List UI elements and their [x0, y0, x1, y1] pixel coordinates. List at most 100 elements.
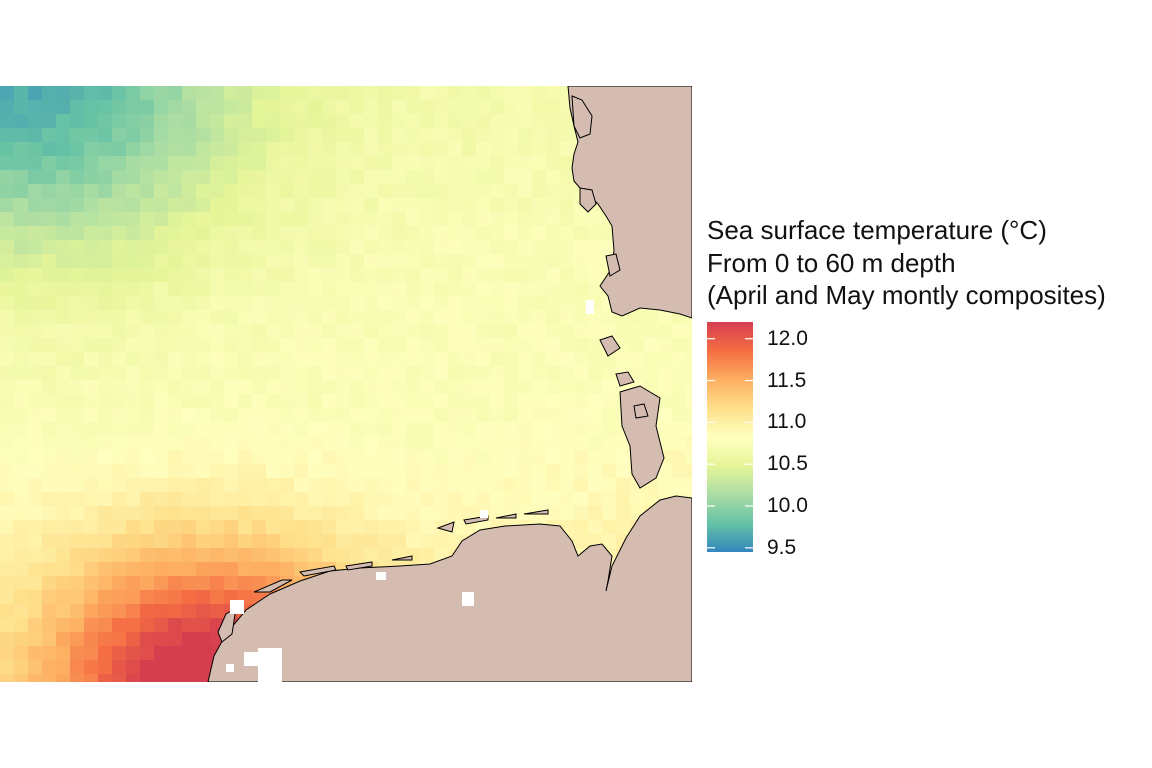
sst-cell — [182, 212, 197, 227]
sst-cell — [42, 142, 57, 157]
sst-cell — [602, 534, 617, 549]
sst-cell — [182, 478, 197, 493]
sst-cell — [476, 408, 491, 423]
sst-cell — [84, 240, 99, 255]
sst-cell — [168, 128, 183, 143]
sst-cell — [336, 142, 351, 157]
sst-cell — [294, 506, 309, 521]
sst-cell — [140, 646, 155, 661]
sst-cell — [28, 492, 43, 507]
sst-cell — [490, 128, 505, 143]
sst-cell — [70, 674, 85, 682]
sst-cell — [126, 240, 141, 255]
sst-cell — [406, 268, 421, 283]
sst-cell — [686, 408, 692, 423]
sst-cell — [294, 408, 309, 423]
sst-cell — [112, 254, 127, 269]
sst-cell — [504, 450, 519, 465]
sst-cell — [0, 632, 15, 647]
sst-cell — [476, 226, 491, 241]
sst-cell — [308, 534, 323, 549]
sst-cell — [210, 128, 225, 143]
sst-cell — [504, 114, 519, 129]
sst-cell — [0, 548, 15, 563]
sst-cell — [168, 282, 183, 297]
sst-cell — [588, 268, 603, 283]
sst-cell — [154, 128, 169, 143]
sst-cell — [518, 198, 533, 213]
sst-cell — [378, 338, 393, 353]
sst-cell — [378, 506, 393, 521]
sst-cell — [560, 478, 575, 493]
sst-cell — [322, 156, 337, 171]
sst-cell — [56, 394, 71, 409]
island-texel — [217, 607, 237, 643]
sst-cell — [336, 114, 351, 129]
sst-cell — [238, 156, 253, 171]
sst-cell — [84, 310, 99, 325]
sst-cell — [420, 184, 435, 199]
sst-cell — [434, 240, 449, 255]
sst-cell — [448, 450, 463, 465]
sst-cell — [546, 128, 561, 143]
sst-cell — [126, 268, 141, 283]
sst-cell — [14, 338, 29, 353]
sst-cell — [658, 394, 673, 409]
sst-cell — [224, 156, 239, 171]
sst-cell — [168, 674, 183, 682]
sst-cell — [0, 170, 15, 185]
sst-cell — [56, 100, 71, 115]
sst-cell — [462, 394, 477, 409]
sst-cell — [28, 660, 43, 675]
sst-cell — [56, 520, 71, 535]
sst-cell — [126, 464, 141, 479]
sst-cell — [406, 156, 421, 171]
sst-cell — [182, 86, 197, 101]
sst-cell — [126, 604, 141, 619]
sst-cell — [364, 86, 379, 101]
sst-cell — [252, 114, 267, 129]
sst-cell — [84, 128, 99, 143]
sst-cell — [686, 366, 692, 381]
sst-cell — [280, 170, 295, 185]
sst-cell — [364, 520, 379, 535]
sst-cell — [0, 394, 15, 409]
sst-cell — [238, 408, 253, 423]
sst-cell — [0, 324, 15, 339]
sst-cell — [0, 184, 15, 199]
sst-cell — [98, 352, 113, 367]
sst-cell — [252, 128, 267, 143]
sst-cell — [378, 282, 393, 297]
sst-cell — [168, 506, 183, 521]
sst-cell — [168, 618, 183, 633]
sst-cell — [70, 296, 85, 311]
sst-cell — [518, 184, 533, 199]
sst-cell — [420, 100, 435, 115]
sst-cell — [588, 338, 603, 353]
sst-cell — [322, 450, 337, 465]
sst-cell — [392, 422, 407, 437]
sst-cell — [350, 366, 365, 381]
sst-cell — [140, 156, 155, 171]
sst-cell — [448, 352, 463, 367]
sst-cell — [490, 184, 505, 199]
sst-cell — [42, 436, 57, 451]
sst-cell — [196, 464, 211, 479]
sst-cell — [56, 198, 71, 213]
sst-cell — [56, 268, 71, 283]
sst-cell — [196, 226, 211, 241]
sst-cell — [126, 100, 141, 115]
sst-cell — [308, 226, 323, 241]
sst-cell — [182, 100, 197, 115]
sst-cell — [154, 576, 169, 591]
sst-cell — [154, 114, 169, 129]
sst-cell — [70, 408, 85, 423]
sst-cell — [0, 492, 15, 507]
sst-cell — [0, 198, 15, 213]
sst-cell — [630, 366, 645, 381]
sst-cell — [448, 156, 463, 171]
sst-cell — [406, 408, 421, 423]
sst-cell — [406, 240, 421, 255]
sst-cell — [14, 142, 29, 157]
sst-cell — [308, 142, 323, 157]
